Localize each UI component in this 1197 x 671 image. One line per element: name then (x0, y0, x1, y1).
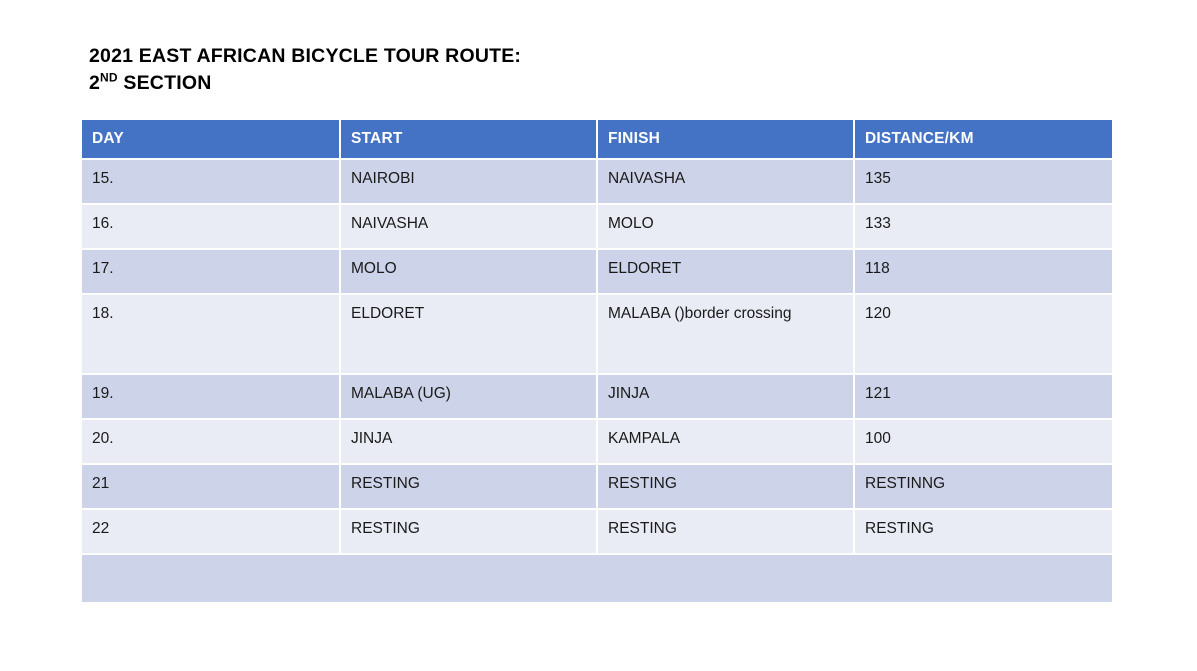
cell-finish: KAMPALA (598, 420, 855, 465)
cell-finish: MOLO (598, 205, 855, 250)
title-ordinal-superscript: ND (100, 70, 118, 85)
table-row: 21 RESTING RESTING RESTINNG (82, 465, 1112, 510)
cell-start: RESTING (341, 465, 598, 510)
table-row: 15. NAIROBI NAIVASHA 135 (82, 160, 1112, 205)
cell-finish: RESTING (598, 510, 855, 555)
column-header-distance: DISTANCE/KM (855, 120, 1112, 160)
cell-finish: RESTING (598, 465, 855, 510)
cell-distance: RESTING (855, 510, 1112, 555)
cell-start: JINJA (341, 420, 598, 465)
title-line-2: 2ND SECTION (89, 70, 521, 97)
column-header-finish: FINISH (598, 120, 855, 160)
cell-day: 16. (82, 205, 341, 250)
cell-distance: RESTINNG (855, 465, 1112, 510)
cell-start: MALABA (UG) (341, 375, 598, 420)
title-line-1: 2021 EAST AFRICAN BICYCLE TOUR ROUTE: (89, 45, 522, 67)
cell-day: 18. (82, 295, 341, 375)
column-header-start: START (341, 120, 598, 160)
table-row: 17. MOLO ELDORET 118 (82, 250, 1112, 295)
title-section-number: 2 (89, 72, 101, 94)
cell-finish: MALABA ()border crossing (598, 295, 855, 375)
table-row: 20. JINJA KAMPALA 100 (82, 420, 1112, 465)
cell-distance: 133 (855, 205, 1112, 250)
cell-distance: 100 (855, 420, 1112, 465)
route-table: DAY START FINISH DISTANCE/KM 15. NAIROBI… (82, 120, 1112, 602)
cell-day: 19. (82, 375, 341, 420)
cell-start: MOLO (341, 250, 598, 295)
table-row: 19. MALABA (UG) JINJA 121 (82, 375, 1112, 420)
cell-finish: JINJA (598, 375, 855, 420)
header-row: DAY START FINISH DISTANCE/KM (82, 120, 1112, 160)
cell-start: NAIROBI (341, 160, 598, 205)
table-row: 18. ELDORET MALABA ()border crossing 120 (82, 295, 1112, 375)
table-row: 16. NAIVASHA MOLO 133 (82, 205, 1112, 250)
cell-day: 22 (82, 510, 341, 555)
title-section-word: SECTION (117, 72, 212, 94)
cell-day: 20. (82, 420, 341, 465)
cell-distance: 118 (855, 250, 1112, 295)
cell-distance: 120 (855, 295, 1112, 375)
cell-distance: 121 (855, 375, 1112, 420)
empty-footer-cell (82, 555, 1112, 602)
cell-distance: 135 (855, 160, 1112, 205)
page-title: 2021 EAST AFRICAN BICYCLE TOUR ROUTE: 2N… (89, 43, 521, 97)
cell-finish: NAIVASHA (598, 160, 855, 205)
table-row: 22 RESTING RESTING RESTING (82, 510, 1112, 555)
cell-start: ELDORET (341, 295, 598, 375)
cell-finish: ELDORET (598, 250, 855, 295)
cell-start: RESTING (341, 510, 598, 555)
empty-footer-row (82, 555, 1112, 602)
cell-day: 15. (82, 160, 341, 205)
column-header-day: DAY (82, 120, 341, 160)
cell-day: 21 (82, 465, 341, 510)
cell-day: 17. (82, 250, 341, 295)
cell-start: NAIVASHA (341, 205, 598, 250)
